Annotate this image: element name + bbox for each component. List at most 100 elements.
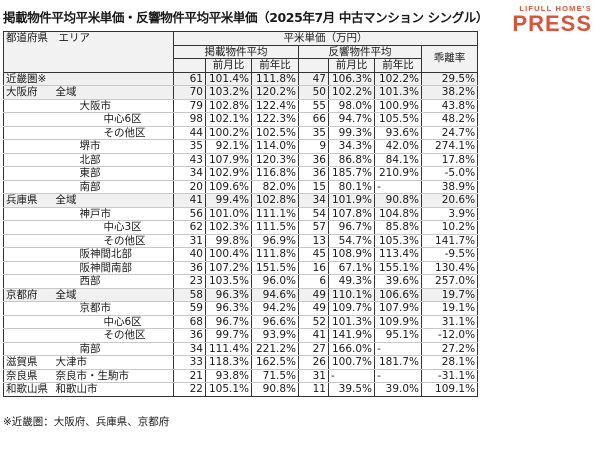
table-row: 東部 34 102.9% 116.8% 36 185.7% 210.9% -5.0% [3,166,598,181]
cell-inquiry-price: 27 [298,341,329,356]
cell-divergence: -31.1% [420,368,479,383]
cell-listed-mom: 96.3% [205,287,252,302]
header-divergence: 乖離率 [420,44,479,73]
cell-divergence: 10.2% [420,220,479,235]
cell-inquiry-price: 36 [298,166,329,181]
cell-area: 西部 [47,274,174,289]
table-row: 和歌山県 和歌山市 22 105.1% 90.8% 11 39.5% 39.0% 109.1% [3,382,598,397]
cell-listed-mom: 96.7% [205,314,252,329]
cell-listed-price: 40 [173,247,206,262]
brand-logo: LIFULL HOME'S PRESS [512,4,592,35]
header-pref-area: 都道府県 エリア [3,31,174,73]
cell-inquiry-yoy: 85.8% [374,220,422,235]
cell-listed-price: 34 [173,341,206,356]
cell-inquiry-price: 49 [298,287,329,302]
cell-inquiry-mom: 110.1% [328,287,375,302]
cell-listed-mom: 96.3% [205,301,252,316]
cell-listed-yoy: 94.2% [251,301,299,316]
cell-listed-mom: 101.4% [205,71,252,86]
cell-inquiry-yoy: 42.0% [374,139,422,154]
cell-listed-price: 41 [173,193,206,208]
cell-area: 大津市 [47,355,174,370]
cell-prefecture [3,166,48,181]
cell-prefecture [3,314,48,329]
cell-inquiry-mom: 39.5% [328,382,375,397]
table-row: 京都府 全域 58 96.3% 94.6% 49 110.1% 106.6% 19.7% [3,287,598,302]
cell-area: 阪神間南部 [47,260,174,275]
cell-inquiry-yoy: 39.6% [374,274,422,289]
cell-divergence: 3.9% [420,206,479,221]
cell-inquiry-mom: 98.0% [328,98,375,113]
cell-area: 中心6区 [47,112,174,127]
cell-listed-yoy: 96.9% [251,233,299,248]
cell-listed-yoy: 94.6% [251,287,299,302]
cell-inquiry-price: 36 [298,152,329,167]
cell-divergence: 257.0% [420,274,479,289]
header-unit-price: 平米単価（万円） [172,31,479,46]
cell-prefecture [3,206,48,221]
cell-inquiry-mom: 185.7% [328,166,375,181]
cell-inquiry-price: 9 [298,139,329,154]
cell-area: 南部 [47,341,174,356]
cell-listed-mom: 99.7% [205,328,252,343]
cell-listed-mom: 102.8% [205,98,252,113]
cell-inquiry-yoy: 84.1% [374,152,422,167]
cell-listed-mom: 102.1% [205,112,252,127]
cell-inquiry-price: 26 [298,355,329,370]
cell-prefecture [3,179,48,194]
header-inquiry-yoy: 前年比 [374,58,422,73]
cell-prefecture [3,247,48,262]
cell-divergence: 19.7% [420,287,479,302]
cell-inquiry-yoy: 181.7% [374,355,422,370]
cell-inquiry-mom: 109.7% [328,301,375,316]
cell-listed-price: 34 [173,166,206,181]
table-row: 中心6区 68 96.7% 96.6% 52 101.3% 109.9% 31.1% [3,314,598,329]
table-row: 南部 20 109.6% 82.0% 15 80.1% -38.9% [3,179,598,194]
cell-prefecture [3,301,48,316]
cell-listed-yoy: 111.8% [251,247,299,262]
cell-listed-yoy: 111.1% [251,206,299,221]
brand-logo-main: PRESS [512,11,592,36]
cell-listed-mom: 107.9% [205,152,252,167]
cell-listed-price: 43 [173,152,206,167]
cell-area: 中心3区 [47,220,174,235]
cell-inquiry-mom: 49.3% [328,274,375,289]
cell-listed-price: 23 [173,274,206,289]
price-table: 都道府県 エリア 平米単価（万円） 掲載物件平均 反響物件平均 乖離率 前月比 … [3,31,598,397]
cell-inquiry-price: 31 [298,368,329,383]
cell-listed-yoy: 162.5% [251,355,299,370]
cell-inquiry-price: 49 [298,301,329,316]
cell-divergence: 27.2% [420,341,479,356]
cell-area: その他区 [47,328,174,343]
cell-inquiry-price: 15 [298,179,329,194]
cell-prefecture [3,260,48,275]
cell-inquiry-yoy: 95.1% [374,328,422,343]
cell-inquiry-yoy: 101.3% [374,85,422,100]
cell-listed-price: 59 [173,301,206,316]
cell-inquiry-price: 45 [298,247,329,262]
cell-inquiry-price: 52 [298,314,329,329]
cell-divergence: 29.5% [420,71,479,86]
cell-inquiry-price: 47 [298,71,329,86]
cell-inquiry-yoy: - [374,341,422,356]
cell-listed-mom: 103.5% [205,274,252,289]
header-listed-yoy: 前年比 [251,58,299,73]
table-row: その他区 36 99.7% 93.9% 41 141.9% 95.1% -12.0% [3,328,598,343]
cell-listed-mom: 99.4% [205,193,252,208]
cell-area: その他区 [47,233,174,248]
cell-listed-yoy: 102.8% [251,193,299,208]
cell-area: 中心6区 [47,314,174,329]
cell-inquiry-price: 35 [298,125,329,140]
cell-inquiry-mom: 54.7% [328,233,375,248]
cell-listed-price: 56 [173,206,206,221]
table-row: 北部 43 107.9% 120.3% 36 86.8% 84.1% 17.8% [3,152,598,167]
cell-listed-price: 33 [173,355,206,370]
cell-inquiry-yoy: 107.9% [374,301,422,316]
table-row: 奈良県 奈良市・生駒市 21 93.8% 71.5% 31- - -31.1% [3,368,598,383]
cell-listed-yoy: 122.4% [251,98,299,113]
cell-prefecture: 近畿圏※ [3,71,48,86]
cell-area: 阪神間北部 [47,247,174,262]
header-inquiry-mom: 前月比 [328,58,375,73]
cell-listed-yoy: 122.3% [251,112,299,127]
cell-divergence: 141.7% [420,233,479,248]
